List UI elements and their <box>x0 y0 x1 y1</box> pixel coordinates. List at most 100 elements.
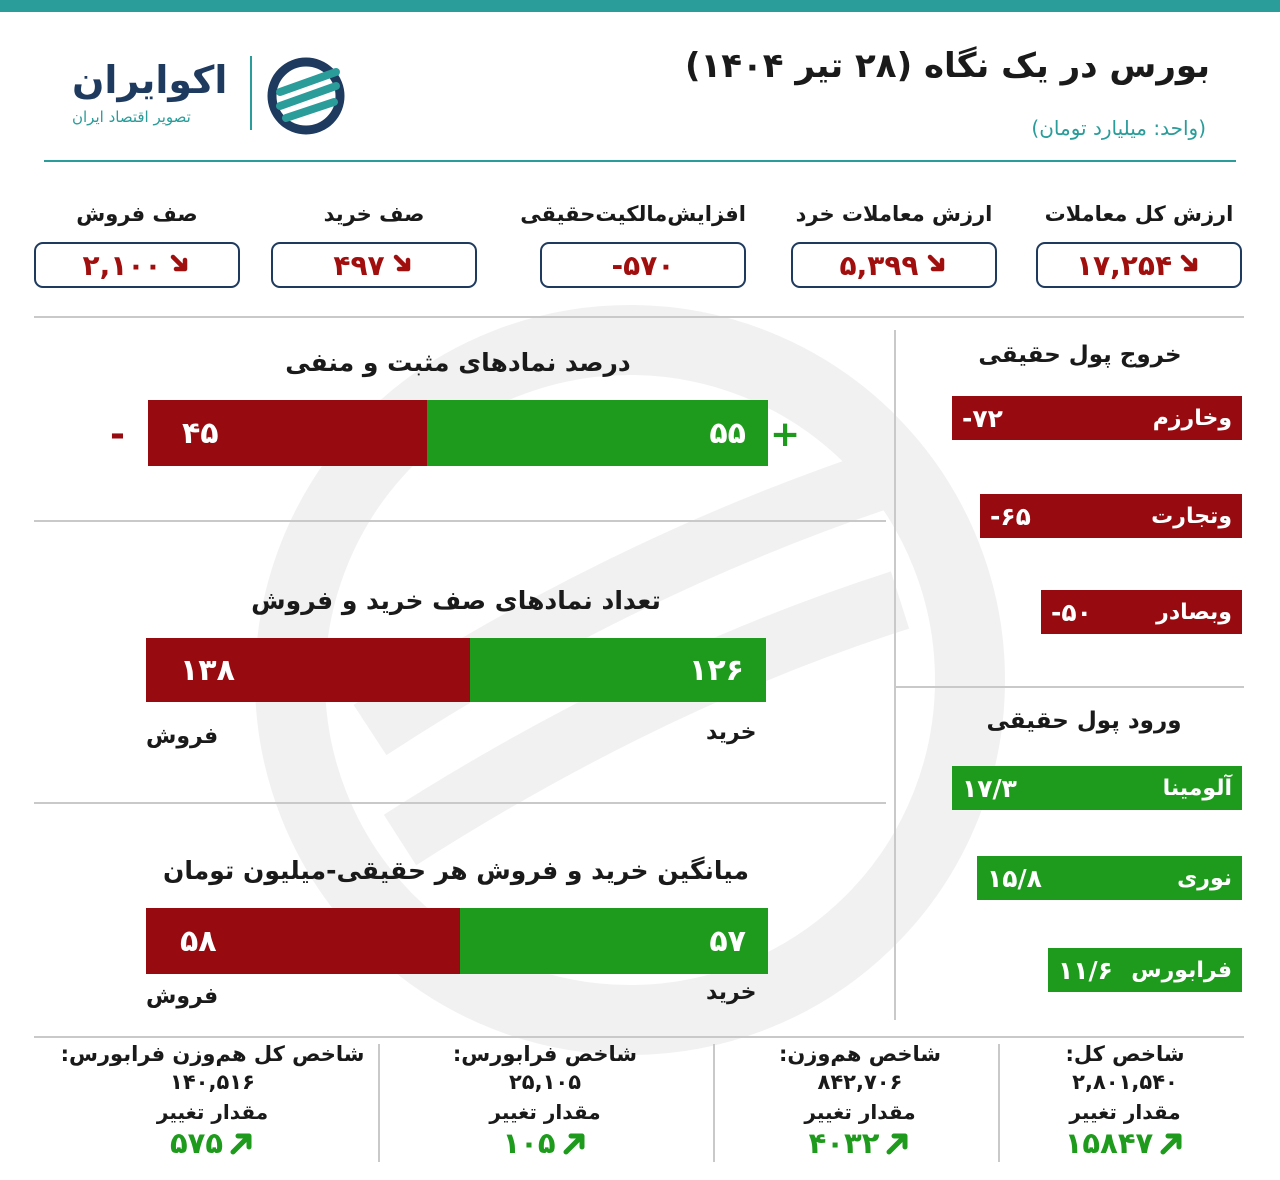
avg-sell-bar: ۵۸ <box>146 908 460 974</box>
index-change-label: مقدار تغییر <box>156 1100 269 1124</box>
index-name: شاخص فرابورس: <box>452 1042 638 1066</box>
logo-name: اکوایران <box>72 58 228 102</box>
avg-buy-value: ۵۷ <box>709 923 746 959</box>
kpi-value: ۲,۱۰۰ <box>82 248 162 282</box>
avg-buy-label: خرید <box>706 980 757 1005</box>
header-divider <box>44 160 1236 162</box>
index-name: شاخص کل هم‌وزن فرابورس: <box>60 1042 365 1066</box>
kpi-box: ۵,۳۹۹ <box>791 242 997 288</box>
index-change: ۴۰۳۲ <box>715 1126 1005 1160</box>
kpi-label: افزایش‌مالکیت‌حقیقی <box>520 202 746 226</box>
index-change: ۱۵۸۴۷ <box>1000 1126 1250 1160</box>
index-change-value: ۱۵۸۴۷ <box>1064 1126 1154 1160</box>
queue-buy-bar: ۱۲۶ <box>470 638 766 702</box>
kpi-box: ۱۷,۲۵۴ <box>1036 242 1242 288</box>
outflow-symbol: وبصادر <box>1156 599 1232 625</box>
pct-bar: ۴۵ ۵۵ <box>148 400 768 466</box>
queue-section-title: تعداد نمادهای صف خرید و فروش <box>251 586 661 615</box>
index-divider <box>998 1044 1000 1162</box>
kpi-label: ارزش کل معاملات <box>1044 202 1234 226</box>
pct-negative-value: ۴۵ <box>182 415 219 451</box>
inflow-value: ۱۵/۸ <box>987 863 1042 893</box>
index-change-value: ۵۷۵ <box>169 1126 224 1160</box>
unit-note: (واحد: میلیارد تومان) <box>1031 116 1206 140</box>
pct-negative-bar: ۴۵ <box>148 400 427 466</box>
index-value: ۲,۸۰۱,۵۴۰ <box>1072 1070 1178 1094</box>
kpi-value: ۱۷,۲۵۴ <box>1075 248 1173 282</box>
index-name: شاخص هم‌وزن: <box>778 1042 942 1066</box>
index-change-value: ۴۰۳۲ <box>808 1126 880 1160</box>
arrow-up-icon <box>563 1133 585 1155</box>
arrow-up-icon <box>230 1133 252 1155</box>
inflow-value: ۱۱/۶ <box>1058 955 1113 985</box>
index-change-label: مقدار تغییر <box>489 1100 601 1124</box>
arrow-down-icon <box>393 254 410 272</box>
logo-tagline: تصویر اقتصاد ایران <box>72 108 191 126</box>
divider-vertical <box>894 330 896 1020</box>
kpi-value: ۵,۳۹۹ <box>839 248 919 282</box>
outflow-symbol: وخارزم <box>1152 405 1232 431</box>
index-change-label: مقدار تغییر <box>1069 1100 1181 1124</box>
kpi-value: -۵۷۰ <box>611 248 675 282</box>
minus-sign: - <box>110 414 125 455</box>
divider-bottom <box>34 1036 1244 1038</box>
avg-sell-label: فروش <box>146 984 219 1009</box>
kpi-label: صف خرید <box>323 202 425 226</box>
index-value: ۲۵,۱۰۵ <box>508 1070 582 1094</box>
index-name: شاخص کل: <box>1065 1042 1185 1066</box>
avg-bar: ۵۸ ۵۷ <box>146 908 768 974</box>
avg-sell-value: ۵۸ <box>180 923 217 959</box>
index-column: شاخص کل: ۲,۸۰۱,۵۴۰ مقدار تغییر ۱۵۸۴۷ <box>1000 1042 1250 1160</box>
index-column: شاخص کل هم‌وزن فرابورس: ۱۴۰,۵۱۶ مقدار تغیی… <box>40 1042 385 1160</box>
outflow-bar: -۷۲ وخارزم <box>952 396 1242 440</box>
outflow-value: -۶۵ <box>990 501 1031 531</box>
top-accent-bar <box>0 0 1280 12</box>
inflow-bar: ۱۱/۶ فرابورس <box>1048 948 1242 992</box>
inflow-symbol: آلومینا <box>1162 775 1232 801</box>
queue-bar: ۱۳۸ ۱۲۶ <box>146 638 766 702</box>
inflow-title: ورود پول حقیقی <box>986 708 1182 734</box>
inflow-bar: ۱۵/۸ نوری <box>977 856 1242 900</box>
arrow-down-icon <box>170 254 187 272</box>
kpi-box: -۵۷۰ <box>540 242 746 288</box>
index-change: ۵۷۵ <box>40 1126 385 1160</box>
queue-sell-value: ۱۳۸ <box>180 652 235 688</box>
queue-sell-label: فروش <box>146 724 219 749</box>
inflow-symbol: فرابورس <box>1131 957 1232 983</box>
outflow-value: -۷۲ <box>962 403 1003 433</box>
index-column: شاخص فرابورس: ۲۵,۱۰۵ مقدار تغییر ۱۰۵ <box>380 1042 710 1160</box>
queue-sell-bar: ۱۳۸ <box>146 638 471 702</box>
outflow-value: -۵۰ <box>1051 597 1092 627</box>
kpi-value: ۴۹۷ <box>333 248 385 282</box>
arrow-up-icon <box>886 1133 908 1155</box>
index-value: ۸۴۲,۷۰۶ <box>817 1070 903 1094</box>
divider-left-1 <box>34 520 886 522</box>
avg-buy-bar: ۵۷ <box>459 908 768 974</box>
divider-left-2 <box>34 802 886 804</box>
queue-buy-label: خرید <box>706 720 757 745</box>
outflow-bar: -۶۵ وتجارت <box>980 494 1242 538</box>
index-divider <box>713 1044 715 1162</box>
divider-top <box>34 316 1244 318</box>
index-change-value: ۱۰۵ <box>502 1126 556 1160</box>
arrow-down-icon <box>927 254 944 272</box>
index-divider <box>378 1044 380 1162</box>
arrow-up-icon <box>1160 1133 1182 1155</box>
outflow-title: خروج پول حقیقی <box>978 342 1182 368</box>
page-title: بورس در یک نگاه (۲۸ تیر ۱۴۰۴) <box>685 46 1210 86</box>
arrow-down-icon <box>1180 254 1198 272</box>
inflow-bar: ۱۷/۳ آلومینا <box>952 766 1242 810</box>
pct-positive-value: ۵۵ <box>709 415 746 451</box>
queue-buy-value: ۱۲۶ <box>689 652 744 688</box>
kpi-label: صف فروش <box>76 202 198 226</box>
index-change: ۱۰۵ <box>380 1126 710 1160</box>
avg-section-title: میانگین خرید و فروش هر حقیقی-میلیون توما… <box>163 856 749 885</box>
outflow-symbol: وتجارت <box>1151 503 1232 529</box>
outflow-bar: -۵۰ وبصادر <box>1041 590 1242 634</box>
pct-positive-bar: ۵۵ <box>427 400 768 466</box>
inflow-symbol: نوری <box>1177 865 1232 891</box>
index-change-label: مقدار تغییر <box>804 1100 916 1124</box>
kpi-box: ۲,۱۰۰ <box>34 242 240 288</box>
divider-right-1 <box>894 686 1244 688</box>
plus-sign: + <box>770 414 801 455</box>
